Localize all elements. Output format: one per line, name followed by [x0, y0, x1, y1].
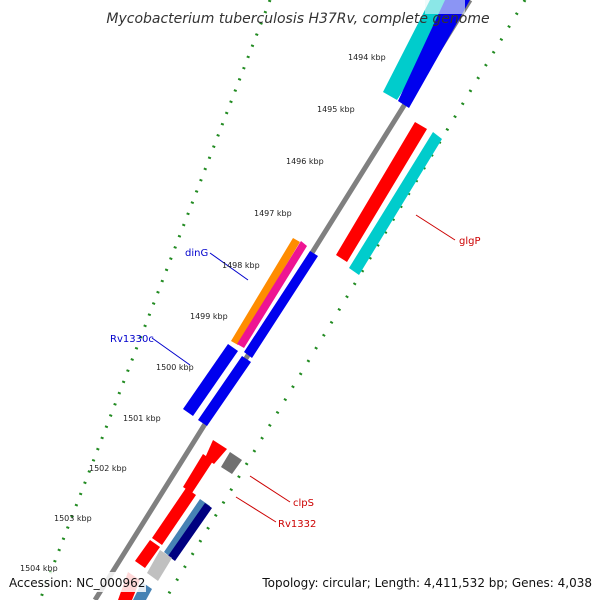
tick-label: 1503 kbp [54, 514, 92, 523]
cds-top-blue[interactable] [398, 0, 470, 108]
tick-label: 1501 kbp [123, 414, 161, 423]
cds-blue-mid[interactable] [244, 251, 318, 358]
cds-glgP-cyan[interactable] [349, 132, 442, 275]
leader-Rv1332 [235, 496, 277, 523]
cds-clpS-red[interactable] [205, 440, 227, 464]
tick-label: 1494 kbp [348, 53, 386, 62]
cds-Rv1330c-blue-2[interactable] [198, 356, 251, 426]
tick-label: 1502 kbp [89, 464, 127, 473]
footer-left-backdrop [6, 572, 146, 592]
gene-label-dinG[interactable]: dinG [185, 248, 208, 259]
gene-label-Rv1332[interactable]: Rv1332 [278, 519, 316, 530]
cds-dinG-pink[interactable] [237, 241, 307, 348]
gene-label-clpS[interactable]: clpS [293, 498, 314, 509]
accession-text: Accession: NC_000962 [9, 576, 145, 590]
tick-label: 1496 kbp [286, 157, 324, 166]
leader-Rv1330c [151, 337, 191, 366]
cds-dinG-orange[interactable] [231, 238, 300, 345]
leader-clpS [249, 475, 291, 503]
title-backdrop [425, 0, 465, 14]
leader-dinG [209, 252, 249, 281]
tick-label: 1497 kbp [254, 209, 292, 218]
cds-clpS-gray[interactable] [221, 452, 242, 474]
tick-label: 1498 kbp [222, 261, 260, 270]
topology-summary-text: Topology: circular; Length: 4,411,532 bp… [261, 576, 592, 590]
cds-lower-red-2[interactable] [135, 540, 160, 568]
gene-label-Rv1330c[interactable]: Rv1330c [110, 334, 154, 345]
tick-label: 1504 kbp [20, 564, 58, 573]
gene-label-glgP[interactable]: glgP [459, 236, 481, 247]
cds-lower-red-1[interactable] [152, 488, 196, 545]
map-title: Mycobacterium tuberculosis H37Rv, comple… [106, 11, 489, 27]
cds-lower-gray[interactable] [147, 550, 172, 581]
cds-Rv1332-red[interactable] [183, 454, 213, 493]
outer-tick-rail [163, 0, 527, 600]
tick-label: 1500 kbp [156, 363, 194, 372]
tick-label: 1495 kbp [317, 105, 355, 114]
tick-label: 1499 kbp [190, 312, 228, 321]
cds-Rv1330c-blue[interactable] [183, 344, 238, 416]
leader-glgP [415, 214, 456, 241]
cds-lower-navy[interactable] [168, 503, 212, 561]
inner-tick-rail [38, 0, 272, 600]
cds-glgP-red[interactable] [336, 122, 427, 262]
